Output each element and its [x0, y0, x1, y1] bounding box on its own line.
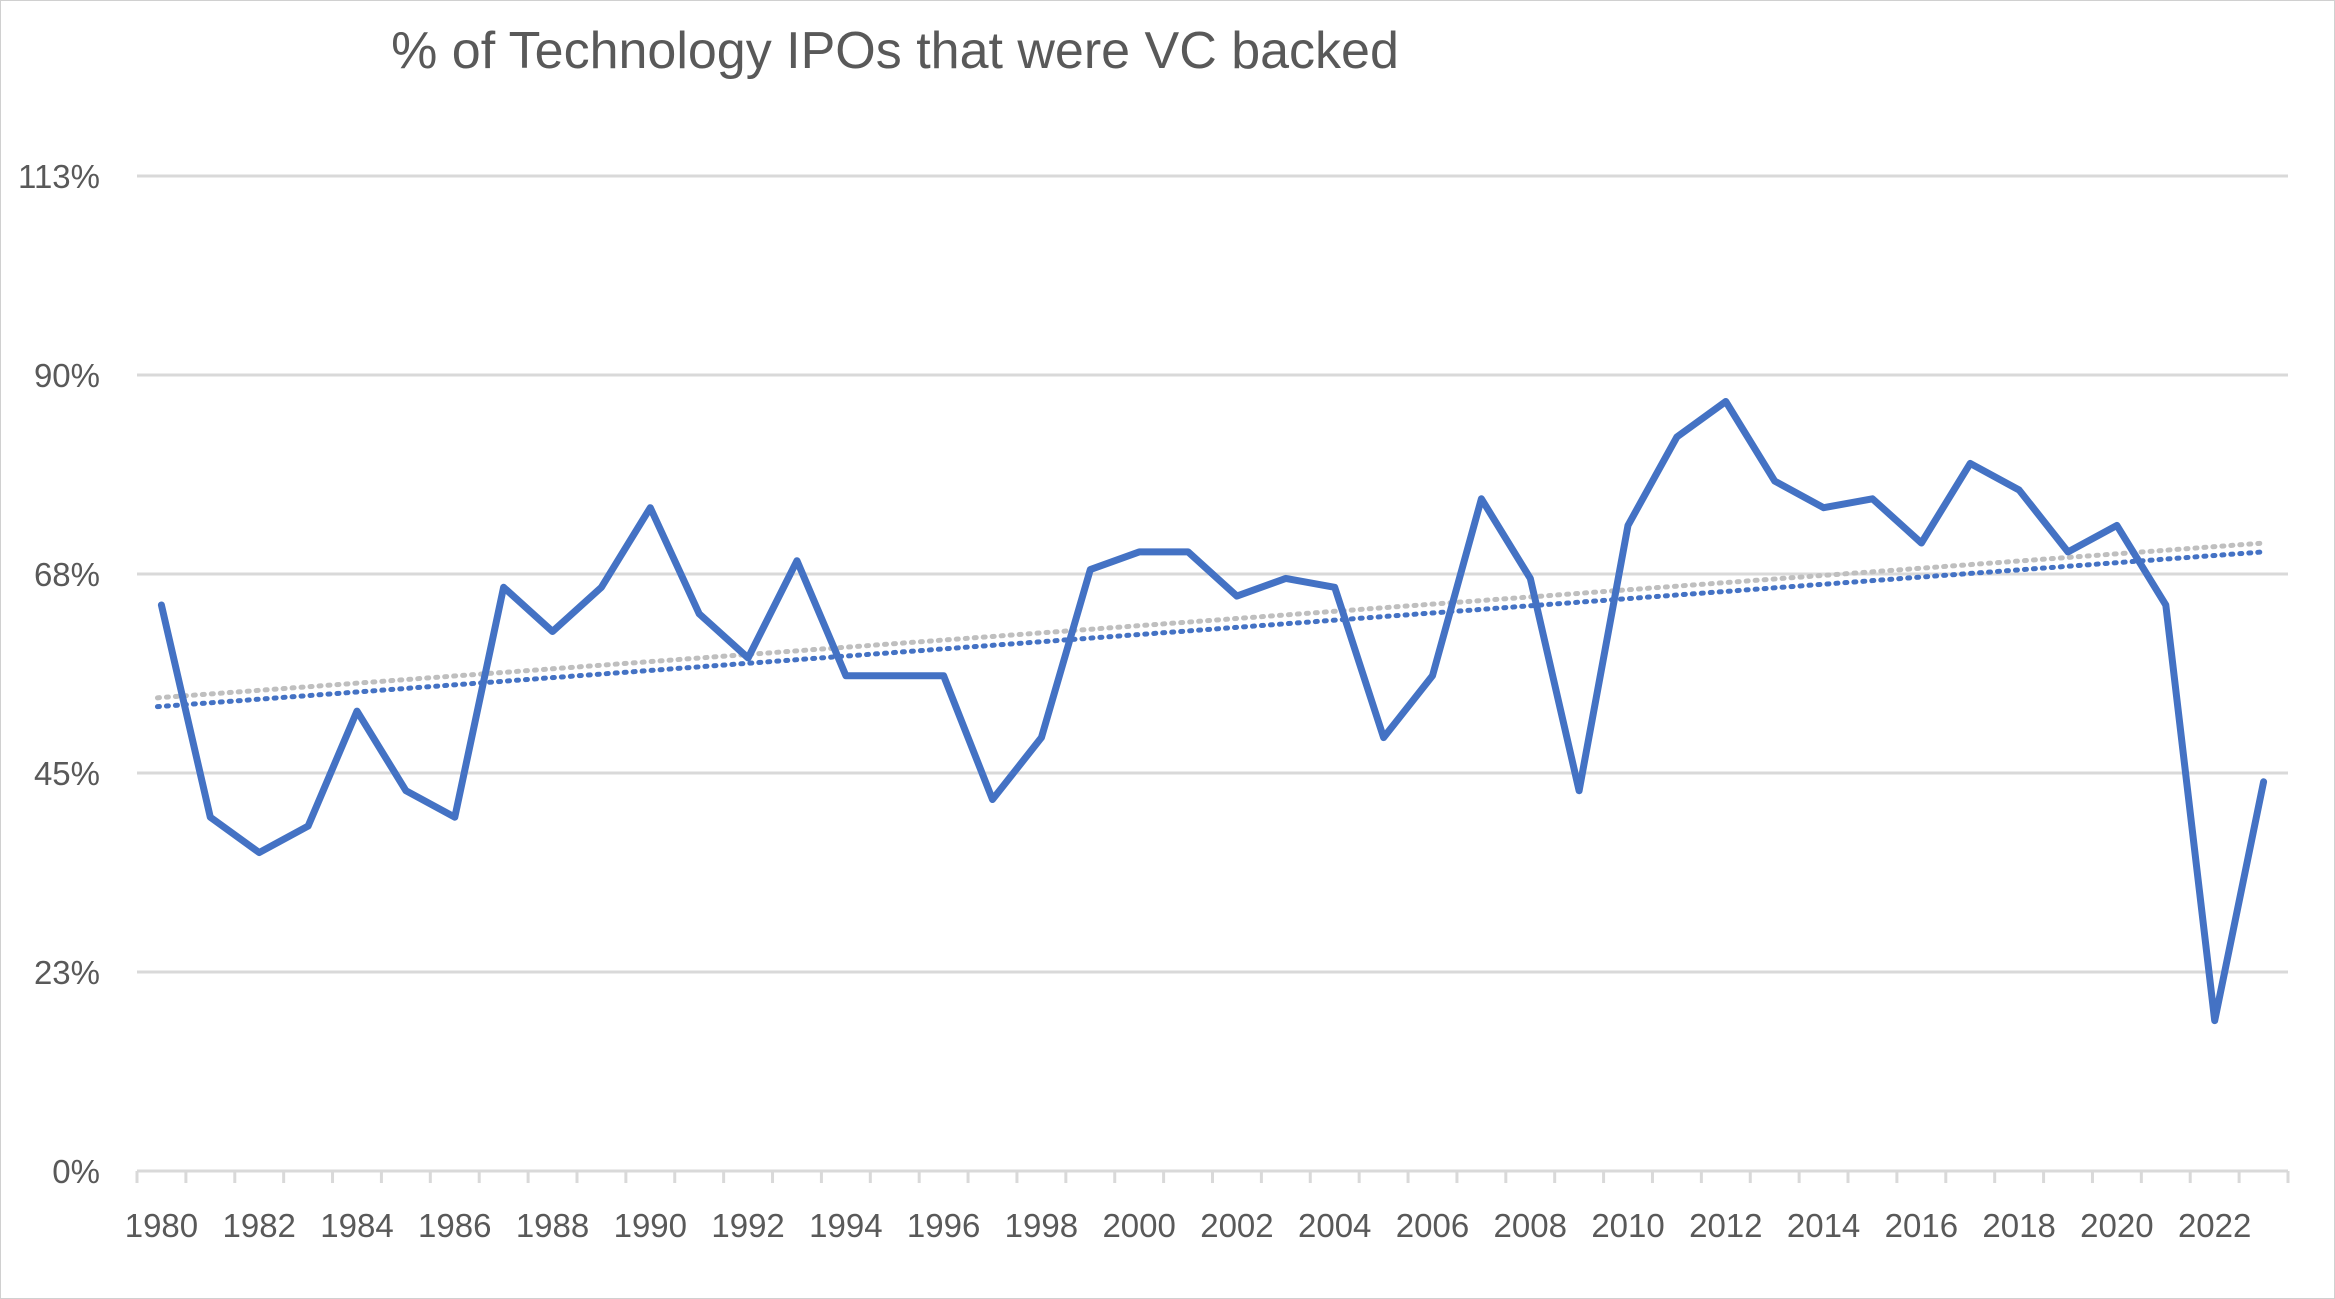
data-point — [1918, 540, 1925, 547]
y-tick-label: 113% — [18, 158, 100, 195]
data-point — [1967, 460, 1974, 467]
data-point — [1625, 522, 1632, 529]
data-point — [1576, 787, 1583, 794]
x-tick-label: 2004 — [1298, 1207, 1371, 1244]
data-point — [745, 655, 752, 662]
y-tick-label: 90% — [34, 357, 100, 394]
x-tick-label: 1990 — [614, 1207, 687, 1244]
x-tick-label: 1982 — [223, 1207, 296, 1244]
x-tick-label: 2022 — [2178, 1207, 2251, 1244]
y-tick-label: 0% — [52, 1153, 100, 1190]
data-point — [1233, 593, 1240, 600]
x-tick-label: 2018 — [1982, 1207, 2055, 1244]
data-point — [1380, 734, 1387, 741]
data-point — [1771, 478, 1778, 485]
x-tick-label: 2014 — [1787, 1207, 1860, 1244]
x-tick-label: 1996 — [907, 1207, 980, 1244]
x-tick-label: 1992 — [711, 1207, 784, 1244]
trend-grey-line — [154, 540, 2267, 701]
y-tick-label: 23% — [34, 954, 100, 991]
data-point — [1331, 584, 1338, 591]
data-point — [207, 814, 214, 821]
x-tick-label: 2000 — [1102, 1207, 1175, 1244]
data-point — [2211, 1017, 2218, 1024]
data-point — [158, 601, 165, 608]
data-point — [451, 814, 458, 821]
data-point — [940, 672, 947, 679]
x-tick-label: 2002 — [1200, 1207, 1273, 1244]
series-lines — [157, 398, 2268, 1025]
data-point — [2162, 601, 2169, 608]
chart-title: % of Technology IPOs that were VC backed — [391, 22, 1399, 80]
data-point — [1038, 734, 1045, 741]
x-tick-label: 1984 — [320, 1207, 393, 1244]
data-point — [842, 672, 849, 679]
y-tick-label: 68% — [34, 556, 100, 593]
data-point — [353, 708, 360, 715]
data-point — [549, 628, 556, 635]
data-point — [1527, 575, 1534, 582]
data-point — [305, 823, 312, 830]
x-tick-label: 1994 — [809, 1207, 882, 1244]
data-point — [598, 584, 605, 591]
x-tick-label: 2020 — [2080, 1207, 2153, 1244]
x-tick-label: 2006 — [1396, 1207, 1469, 1244]
data-point — [2065, 548, 2072, 555]
data-point — [500, 584, 507, 591]
data-point — [1136, 548, 1143, 555]
x-tick-label: 2008 — [1494, 1207, 1567, 1244]
data-point — [891, 672, 898, 679]
data-point — [256, 849, 263, 856]
y-tick-label: 45% — [34, 755, 100, 792]
data-point — [1185, 548, 1192, 555]
x-tick-label: 2016 — [1885, 1207, 1958, 1244]
trend-blue-line — [154, 549, 2267, 710]
data-point — [2016, 486, 2023, 493]
data-point — [989, 796, 996, 803]
x-tick-label: 1986 — [418, 1207, 491, 1244]
y-axis-ticks: 0% 23% 45% 68% 90% 113% — [18, 158, 100, 1190]
x-tick-label: 1988 — [516, 1207, 589, 1244]
data-point — [2260, 778, 2267, 785]
trendlines — [154, 540, 2267, 710]
series-line — [157, 398, 2268, 1025]
data-point — [1478, 495, 1485, 502]
data-point — [793, 557, 800, 564]
data-point — [647, 504, 654, 511]
data-point — [1429, 672, 1436, 679]
data-point — [696, 610, 703, 617]
data-point — [1087, 566, 1094, 573]
x-tick-label: 2010 — [1591, 1207, 1664, 1244]
x-tick-label: 2012 — [1689, 1207, 1762, 1244]
data-point — [1820, 504, 1827, 511]
data-point — [402, 787, 409, 794]
data-point — [1282, 575, 1289, 582]
data-point — [2113, 522, 2120, 529]
data-point — [1673, 433, 1680, 440]
x-tick-label: 1980 — [125, 1207, 198, 1244]
x-axis: 1980 1982 1984 1986 1988 1990 1992 1994 1996 1998… — [125, 1169, 2290, 1244]
data-point — [1869, 495, 1876, 502]
data-point — [1722, 398, 1729, 405]
x-tick-label: 1998 — [1005, 1207, 1078, 1244]
